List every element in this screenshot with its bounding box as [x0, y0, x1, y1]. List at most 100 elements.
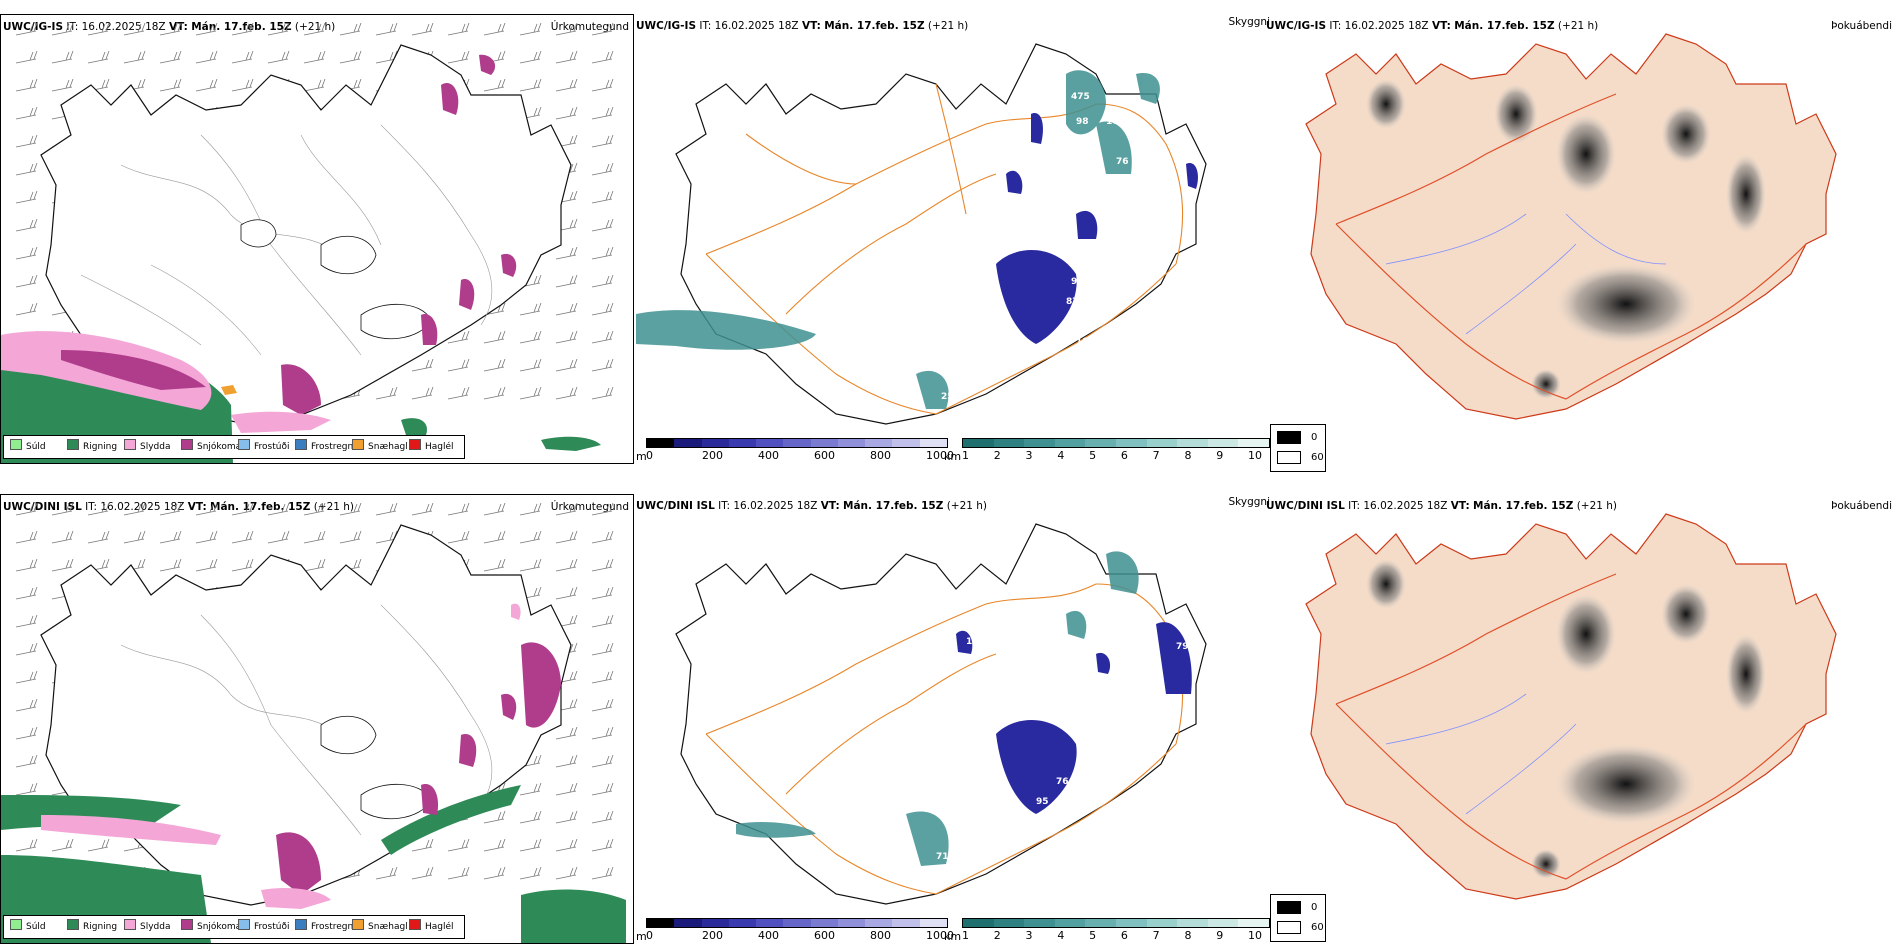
wind-barb [303, 558, 326, 572]
scale-tick-label: 200 [702, 929, 723, 942]
visibility-map: 475 98 16 186 79 76 4 150 72 15 99 87 103 105 25 [636, 43, 1207, 425]
legend-item: Rigning [67, 439, 117, 452]
it-label: IT: [699, 20, 712, 32]
visibility-value-label: 475 [1071, 92, 1090, 102]
visibility-value-label: 47 [951, 867, 964, 877]
visibility-value-label: 150 [1031, 207, 1050, 217]
scale-tick-label: 7 [1152, 449, 1160, 462]
scale-tick-label: 10 [1248, 449, 1262, 462]
wind-barb [375, 386, 398, 400]
wind-barb [195, 50, 218, 64]
scale-cell [963, 919, 994, 927]
terrain-contours [120, 604, 493, 836]
legend-item: Snjókoma [181, 919, 241, 932]
lead-time: (+21 h) [1576, 500, 1618, 512]
it-value: 16.02.2025 18Z [100, 501, 185, 513]
rain-area-3 [401, 418, 427, 435]
scale-tick-label: 2 [993, 449, 1001, 462]
glacier-outlines [240, 219, 432, 340]
scale-tick-label: 9 [1216, 929, 1224, 942]
legend-swatch [352, 439, 364, 450]
wind-barb [411, 866, 434, 880]
wind-barb [15, 302, 38, 316]
wind-barb [447, 866, 470, 880]
wind-barb [15, 246, 38, 260]
scale-cell [1085, 919, 1116, 927]
wind-barb [87, 530, 110, 544]
wind-barb [555, 50, 578, 64]
wind-barb [447, 330, 470, 344]
scale-tick-label: 1 [962, 929, 969, 942]
wind-barb [303, 50, 326, 64]
wind-barb [519, 22, 542, 36]
sleet-area-3 [511, 603, 521, 620]
legend-swatch [181, 919, 193, 930]
wind-barb [51, 78, 74, 92]
snow-area-6 [501, 693, 517, 720]
precip-type-panel-1: UWC/IG-IS IT: 16.02.2025 18Z VT: Mán. 17… [0, 14, 634, 464]
fog-legend: 0 60 [1270, 894, 1326, 942]
snow-area [61, 350, 206, 390]
wind-barb [483, 502, 506, 516]
scale-tick-label: 8 [1184, 449, 1192, 462]
wind-barb [159, 22, 182, 36]
visibility-value-label: 104 [1036, 817, 1055, 827]
legend-label: Rigning [83, 922, 118, 932]
wind-barb [519, 838, 542, 852]
wind-barb [231, 22, 254, 36]
wind-barb [591, 134, 614, 148]
fog-legend: 0 60 [1270, 424, 1326, 472]
scale-cell [1054, 439, 1086, 447]
scale-cell [837, 919, 866, 927]
wind-barb [591, 218, 614, 232]
legend-label: Frostregn [311, 442, 354, 452]
wind-barb [159, 502, 182, 516]
wind-barb [51, 22, 74, 36]
fog-legend-swatch [1277, 451, 1301, 464]
fog-legend-swatch [1277, 901, 1301, 914]
snow-area-5 [521, 642, 561, 728]
wind-barb [195, 558, 218, 572]
wind-barb [591, 78, 614, 92]
wind-barb [483, 530, 506, 544]
wind-barb [519, 530, 542, 544]
wind-barb [555, 586, 578, 600]
legend-item: Snæhagl [352, 439, 408, 452]
wind-barb [519, 50, 542, 64]
wind-barb [447, 530, 470, 544]
wind-barb [555, 782, 578, 796]
ceiling-scale: 0 200 400 600 800 1000 [646, 438, 954, 464]
wind-barb [339, 22, 362, 36]
scale-cell [1177, 919, 1208, 927]
legend-label: Frostregn [311, 922, 354, 932]
visibility-map: 15 12 60 14 76 87 76 95 104 718 47 79 [675, 523, 1207, 905]
wind-barb [447, 386, 470, 400]
wind-barb [483, 22, 506, 36]
ceiling-scale: 0 200 400 600 800 1000 [646, 918, 954, 944]
visibility-value-label: 4 [1056, 167, 1062, 177]
visibility-value-label: 60 [1041, 662, 1054, 672]
scale-cell [993, 439, 1025, 447]
road-network [1335, 573, 1807, 880]
wind-barb [231, 530, 254, 544]
sleet-area-2 [231, 411, 331, 433]
wind-barb [447, 358, 470, 372]
wind-barb [555, 530, 578, 544]
wind-barb [411, 358, 434, 372]
wind-barb [375, 866, 398, 880]
visibility-value-label: 12 [1016, 647, 1029, 657]
scale-cell [701, 439, 729, 447]
snow-area-4 [459, 734, 477, 767]
scale-cell [1238, 439, 1269, 447]
scale-cell [783, 919, 811, 927]
wind-barb [591, 162, 614, 176]
wind-barb [15, 754, 38, 768]
snow-area-3 [421, 314, 438, 345]
wind-barb [519, 810, 542, 824]
scale-tick-label: 3 [1025, 449, 1033, 462]
scale-cell [1238, 919, 1269, 927]
wind-barb [519, 358, 542, 372]
legend-item: Rigning [67, 919, 118, 932]
glacier-outlines [320, 716, 432, 820]
vt-label: VT: [1450, 500, 1470, 512]
